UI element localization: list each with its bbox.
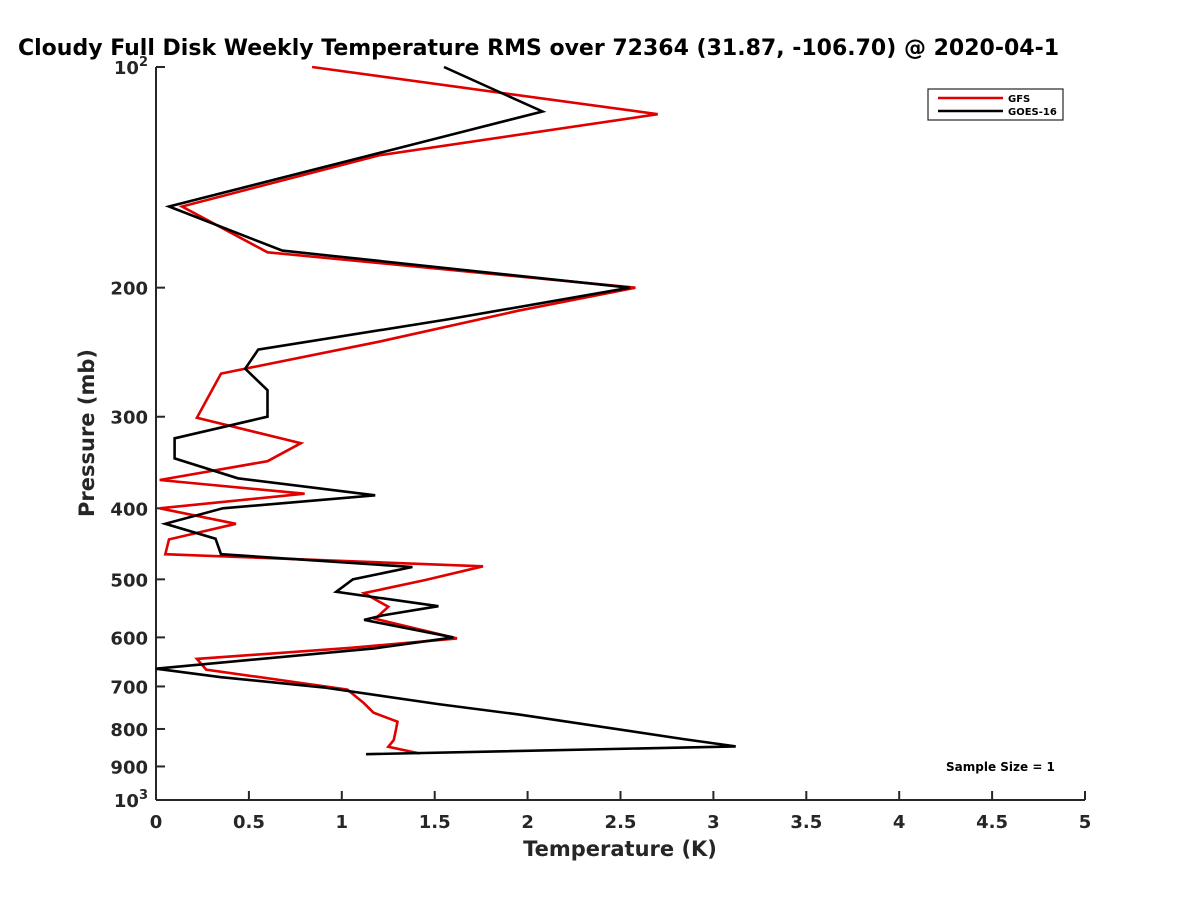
x-tick-label: 5 xyxy=(1079,812,1092,833)
y-tick-label: 103 xyxy=(114,788,148,812)
axes: 0 0.5 1 1.5 2 2.5 3 3.5 4 4.5 5 102 200 300 400 500 600 7… xyxy=(110,55,1091,833)
x-tick-label: 3 xyxy=(707,812,720,833)
y-tick-label: 500 xyxy=(110,570,148,591)
y-tick-label: 600 xyxy=(110,628,148,649)
y-tick-label: 900 xyxy=(110,757,148,778)
x-tick-label: 1 xyxy=(336,812,349,833)
y-axis-title: Pressure (mb) xyxy=(75,349,99,517)
x-tick-label: 2.5 xyxy=(605,812,637,833)
x-tick-label: 3.5 xyxy=(790,812,822,833)
x-tick-label: 2 xyxy=(521,812,534,833)
chart-title: Cloudy Full Disk Weekly Temperature RMS … xyxy=(18,36,1059,61)
legend-label-gfs: GFS xyxy=(1008,94,1030,105)
y-tick-label: 400 xyxy=(110,499,148,520)
legend-box xyxy=(927,88,1064,121)
legend-label-goes16: GOES-16 xyxy=(1008,107,1057,118)
y-tick-label: 102 xyxy=(114,55,148,79)
y-tick-label: 700 xyxy=(110,677,148,698)
series-line-goes16 xyxy=(155,65,736,756)
data-series xyxy=(155,65,736,756)
x-tick-label: 0.5 xyxy=(233,812,265,833)
series-line-gfs xyxy=(159,65,658,755)
sample-size-annotation: Sample Size = 1 xyxy=(946,760,1055,774)
x-tick-label: 0 xyxy=(150,812,163,833)
y-tick-label: 200 xyxy=(110,279,148,300)
x-tick-label: 4.5 xyxy=(976,812,1008,833)
y-tick-label: 300 xyxy=(110,408,148,429)
x-tick-label: 4 xyxy=(893,812,906,833)
y-tick-label: 800 xyxy=(110,720,148,741)
legend: GFS GOES-16 xyxy=(927,88,1064,121)
x-axis-title: Temperature (K) xyxy=(523,837,717,861)
x-tick-label: 1.5 xyxy=(419,812,451,833)
